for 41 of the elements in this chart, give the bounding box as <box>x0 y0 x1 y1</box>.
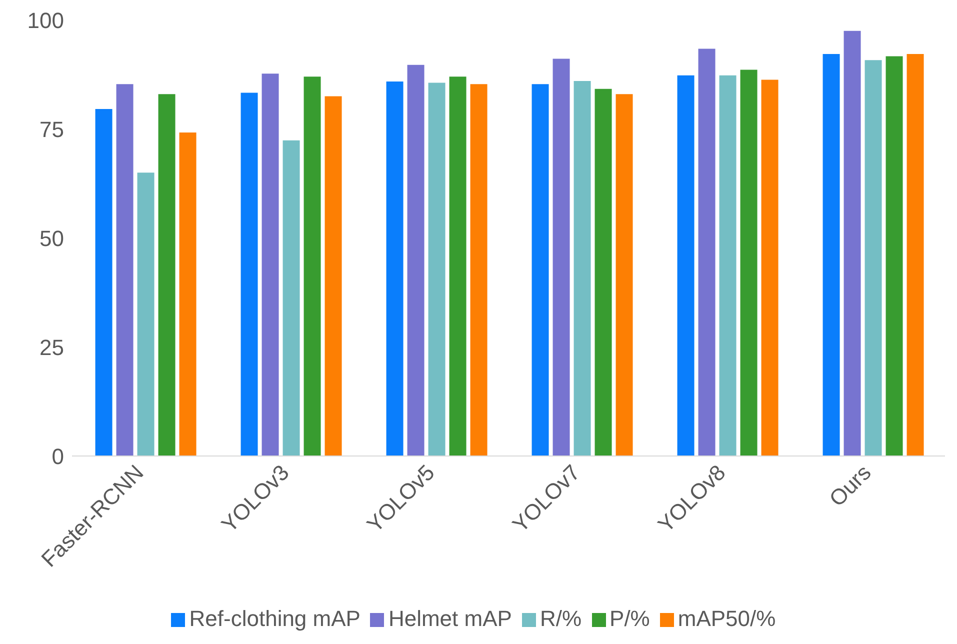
bar <box>864 60 882 456</box>
bar <box>428 82 446 456</box>
legend-label: Ref-clothing mAP <box>189 606 360 631</box>
y-tick-label: 25 <box>40 334 64 360</box>
bar <box>886 56 903 456</box>
y-tick-label: 100 <box>27 8 64 33</box>
bar <box>616 94 633 456</box>
bar <box>761 80 778 456</box>
bar <box>179 132 196 456</box>
bar <box>324 96 342 456</box>
bar <box>262 74 279 456</box>
bar <box>532 84 549 456</box>
legend-label: R/% <box>540 606 582 631</box>
bar <box>552 58 570 456</box>
bar <box>906 54 924 456</box>
bar <box>844 30 861 456</box>
legend-label: P/% <box>610 606 650 631</box>
bar <box>449 76 466 456</box>
y-tick-label: 75 <box>40 116 64 142</box>
bar <box>386 81 404 456</box>
y-tick-label: 50 <box>40 226 64 251</box>
bar <box>240 92 258 456</box>
bar <box>594 88 612 456</box>
bar <box>116 84 134 456</box>
bar <box>137 172 154 456</box>
bar <box>158 94 176 456</box>
bar <box>282 140 300 456</box>
bar <box>95 108 112 456</box>
bar <box>698 48 716 456</box>
y-tick-label: 0 <box>52 444 64 469</box>
legend-label: mAP50/% <box>678 606 776 631</box>
bar <box>719 75 736 456</box>
bar <box>822 54 840 456</box>
x-tick-label: Ours <box>824 460 876 512</box>
legend-label: Helmet mAP <box>388 606 512 631</box>
bar <box>407 64 424 456</box>
bar <box>740 70 758 456</box>
bar <box>304 76 321 456</box>
bar <box>574 81 591 456</box>
bar <box>677 75 694 456</box>
bar <box>470 84 488 456</box>
